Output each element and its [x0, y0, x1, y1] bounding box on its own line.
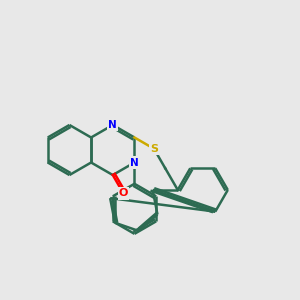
Text: S: S	[150, 144, 158, 154]
Text: N: N	[108, 120, 117, 130]
Text: O: O	[119, 188, 128, 199]
Text: N: N	[130, 158, 139, 167]
